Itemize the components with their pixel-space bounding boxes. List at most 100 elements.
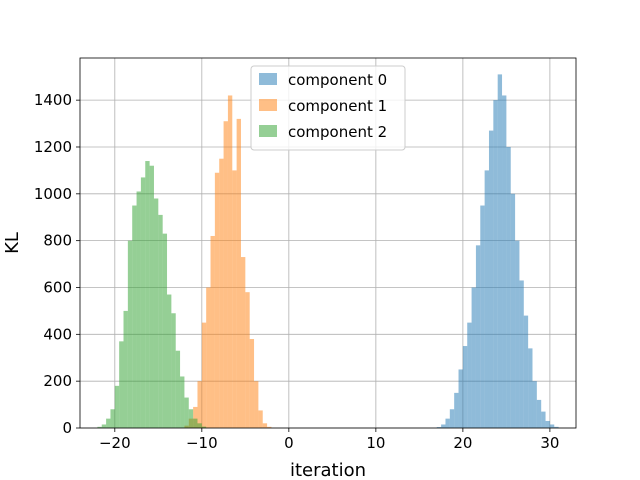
series-component-2 bbox=[97, 161, 207, 429]
legend-swatch bbox=[259, 99, 277, 111]
histogram-bar bbox=[158, 214, 163, 428]
histogram-bar bbox=[554, 426, 559, 428]
x-tick-label: 0 bbox=[284, 434, 294, 452]
histogram-bar bbox=[523, 315, 529, 428]
histogram-bar bbox=[162, 233, 168, 428]
y-tick-label: 1400 bbox=[34, 91, 72, 109]
legend-box bbox=[250, 65, 406, 151]
histogram-bar bbox=[506, 146, 511, 428]
histogram-bar bbox=[258, 410, 263, 428]
histogram-bar bbox=[101, 424, 107, 428]
x-tick-label: 20 bbox=[453, 434, 472, 452]
histogram-bar bbox=[480, 205, 485, 428]
histogram-bar bbox=[210, 235, 215, 428]
histogram-bar bbox=[510, 193, 516, 428]
histogram-bar bbox=[171, 313, 176, 428]
histogram-bar bbox=[545, 420, 550, 428]
y-tick-label: 600 bbox=[43, 278, 72, 296]
histogram-bar bbox=[175, 350, 181, 428]
histogram-bar bbox=[197, 423, 202, 428]
histogram-bar bbox=[488, 130, 494, 428]
y-tick-label: 0 bbox=[62, 419, 72, 437]
histogram-bar bbox=[193, 406, 198, 428]
histogram-bar bbox=[106, 418, 111, 428]
histogram-bar bbox=[201, 426, 207, 428]
histogram-bar bbox=[549, 424, 555, 428]
histogram-bar bbox=[541, 411, 546, 428]
histogram-bar bbox=[193, 418, 198, 428]
histogram-bar bbox=[149, 165, 154, 429]
histogram-bar bbox=[467, 322, 472, 428]
x-tick-label: 10 bbox=[366, 434, 385, 452]
x-tick-label: 30 bbox=[540, 434, 559, 452]
histogram-bar bbox=[493, 100, 498, 428]
histogram-bar bbox=[140, 177, 146, 428]
histogram-bar bbox=[528, 348, 533, 428]
histogram-bar bbox=[449, 409, 455, 428]
histogram-bar bbox=[114, 385, 120, 428]
histogram-bar bbox=[515, 240, 520, 428]
histogram-bar bbox=[167, 294, 172, 428]
legend-label: component 1 bbox=[288, 97, 387, 115]
axis-ticks: −20 −10 0 10 20 30 0 200 400 600 800 1000 1200 1400 bbox=[34, 91, 560, 452]
histogram-bar bbox=[484, 170, 489, 428]
plot-frame bbox=[79, 57, 577, 429]
histogram-bar bbox=[462, 346, 468, 428]
y-tick-label: 400 bbox=[43, 325, 72, 343]
histogram-bar bbox=[532, 381, 537, 428]
histogram-bar bbox=[475, 245, 481, 428]
y-tick-label: 1200 bbox=[34, 138, 72, 156]
histogram-bar bbox=[201, 322, 207, 428]
histogram-bar bbox=[445, 418, 450, 428]
series-component-1 bbox=[184, 95, 272, 429]
y-axis-label: KL bbox=[2, 232, 23, 254]
y-tick-label: 800 bbox=[43, 232, 72, 250]
x-tick-label: −20 bbox=[99, 434, 131, 452]
histogram-bar bbox=[119, 341, 124, 428]
histogram-bar bbox=[123, 310, 128, 428]
histogram-bar bbox=[267, 426, 272, 428]
histogram-bar bbox=[127, 240, 133, 428]
histogram-bar bbox=[184, 397, 189, 428]
histogram-bar bbox=[188, 409, 194, 428]
histogram-bar bbox=[454, 392, 459, 428]
histogram-bar bbox=[153, 198, 159, 428]
histogram-bar bbox=[245, 292, 250, 428]
y-tick-label: 200 bbox=[43, 372, 72, 390]
histogram-bar bbox=[458, 369, 463, 428]
histogram-bar bbox=[97, 426, 102, 428]
legend: component 0 component 1 component 2 bbox=[250, 65, 406, 151]
legend-label: component 2 bbox=[288, 123, 387, 141]
histogram-bar bbox=[502, 95, 507, 428]
histogram-bar bbox=[436, 427, 442, 428]
histogram-bar bbox=[262, 423, 268, 428]
histogram-bar bbox=[254, 381, 259, 428]
histogram-bar bbox=[519, 280, 524, 428]
histogram-bar bbox=[219, 158, 224, 428]
histogram-bar bbox=[249, 339, 255, 428]
x-tick-label: −10 bbox=[186, 434, 218, 452]
histogram-bar bbox=[536, 399, 542, 428]
histogram-bar bbox=[206, 287, 211, 428]
histogram-bar bbox=[223, 121, 228, 429]
histogram-bar bbox=[236, 118, 241, 428]
histogram-bar bbox=[497, 74, 503, 429]
histogram-bar bbox=[471, 287, 476, 428]
histogram-bar bbox=[197, 381, 202, 428]
histogram-bar bbox=[441, 424, 446, 428]
histogram-bar bbox=[132, 205, 137, 428]
legend-swatch bbox=[259, 73, 277, 85]
histogram-bar bbox=[180, 376, 185, 428]
histogram-bars bbox=[97, 74, 559, 429]
legend-label: component 0 bbox=[288, 71, 387, 89]
histogram-bar bbox=[136, 191, 141, 428]
x-axis-label: iteration bbox=[290, 460, 366, 480]
histogram-bar bbox=[232, 170, 237, 428]
histogram-bar bbox=[214, 172, 220, 428]
histogram-bar bbox=[145, 161, 150, 429]
legend-swatch bbox=[259, 125, 277, 137]
histogram-bar bbox=[110, 409, 115, 428]
histogram-bar bbox=[240, 257, 246, 428]
series-component-0 bbox=[436, 74, 559, 429]
